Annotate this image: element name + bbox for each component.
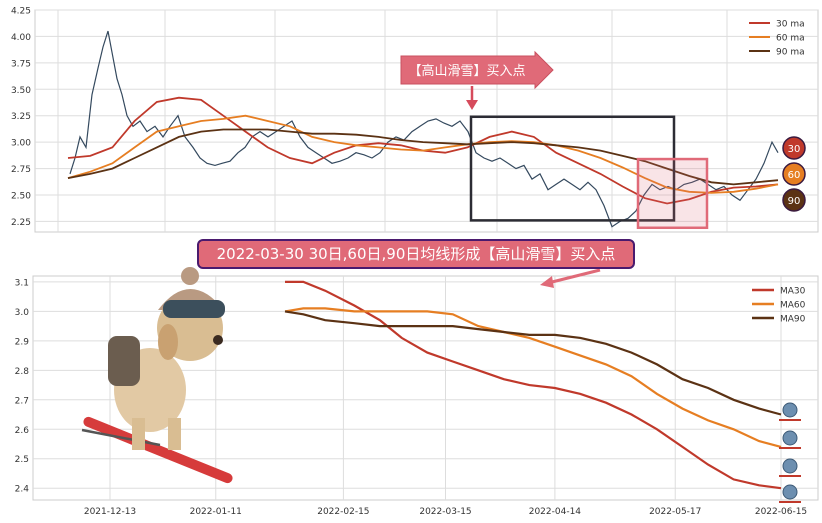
dog-leg-icon bbox=[132, 418, 145, 450]
x-tick-label: 2022-01-11 bbox=[190, 507, 242, 517]
y-tick-label: 2.50 bbox=[11, 192, 31, 202]
callout-arrowhead bbox=[540, 276, 554, 288]
buy-signal-callout: 2022-03-30 30日,60日,90日均线形成【高山滑雪】买入点 bbox=[197, 239, 635, 269]
y-tick-label: 3.75 bbox=[11, 59, 31, 69]
y-tick-label: 2.75 bbox=[11, 165, 31, 175]
y-tick-label: 2.8 bbox=[15, 367, 30, 377]
annotation-arrowhead bbox=[466, 100, 478, 110]
ma-line-MA90 bbox=[284, 310, 782, 416]
crossover-zone-box bbox=[636, 157, 709, 230]
ma-line-90-ma bbox=[67, 128, 779, 186]
y-tick-label: 3.1 bbox=[15, 278, 29, 288]
skiing-dog-illustration bbox=[81, 267, 233, 484]
dog-nose-icon bbox=[213, 335, 223, 345]
ski-icon bbox=[83, 416, 233, 484]
annotation-banner bbox=[400, 50, 554, 90]
bottom-ma-chart: 2.4 2.5 2.6 2.7 2.8 2.9 3.0 3.1 2021-12-13 2022-0… bbox=[15, 267, 819, 517]
y-tick-label: 2.7 bbox=[15, 396, 29, 406]
legend: MA30 MA60 MA90 bbox=[752, 287, 806, 325]
y-tick-label: 3.0 bbox=[15, 308, 30, 318]
dog-leg-icon bbox=[168, 418, 181, 450]
annotation-text: 【高山滑雪】买入点 bbox=[408, 63, 525, 79]
dog-ear-icon bbox=[158, 324, 178, 360]
legend-label: 90 ma bbox=[776, 48, 805, 58]
signal-window-box bbox=[469, 115, 676, 222]
callout-pointer bbox=[547, 268, 601, 285]
skier-icon bbox=[782, 430, 798, 446]
x-tick-label: 2022-05-17 bbox=[649, 507, 701, 517]
ma-badge-label: 90 bbox=[788, 196, 801, 207]
y-tick-label: 3.00 bbox=[11, 139, 31, 149]
x-tick-label: 2022-06-15 bbox=[755, 507, 807, 517]
y-tick-label: 2.6 bbox=[15, 426, 30, 436]
top-price-chart: 2.25 2.50 2.75 3.00 3.25 3.50 3.75 4.00 4.25 【高山滑… bbox=[11, 7, 819, 233]
ma-badge bbox=[782, 136, 806, 160]
x-tick-label: 2022-03-15 bbox=[419, 507, 471, 517]
legend-label: MA30 bbox=[780, 287, 806, 297]
legend-label: 60 ma bbox=[776, 34, 805, 44]
y-tick-label: 4.00 bbox=[11, 33, 31, 43]
ma-badge-label: 30 bbox=[788, 144, 801, 155]
skier-icon bbox=[782, 402, 798, 418]
y-tick-label: 2.5 bbox=[15, 455, 29, 465]
skier-icon bbox=[782, 458, 798, 474]
pompom-icon bbox=[181, 267, 199, 285]
ma-badge-label: 60 bbox=[788, 170, 801, 181]
legend-label: 30 ma bbox=[776, 20, 805, 30]
legend-label: MA60 bbox=[780, 301, 806, 311]
y-tick-label: 3.25 bbox=[11, 112, 31, 122]
legend: 30 ma 60 ma 90 ma bbox=[749, 20, 805, 58]
ski-pole-icon bbox=[81, 428, 161, 447]
y-tick-label: 2.4 bbox=[15, 485, 30, 495]
skier-icon bbox=[782, 484, 798, 500]
x-tick-label: 2021-12-13 bbox=[84, 507, 136, 517]
x-tick-label: 2022-02-15 bbox=[317, 507, 369, 517]
y-tick-label: 4.25 bbox=[11, 7, 31, 17]
ma-line-MA60 bbox=[284, 307, 782, 448]
ma-badge bbox=[782, 188, 806, 212]
y-tick-label: 2.9 bbox=[15, 337, 30, 347]
y-tick-label: 2.25 bbox=[11, 218, 31, 228]
goggles-icon bbox=[163, 300, 225, 318]
ma-line-60-ma bbox=[67, 114, 779, 194]
ma-badge bbox=[782, 162, 806, 186]
backpack-icon bbox=[108, 336, 140, 386]
legend-label: MA90 bbox=[780, 315, 806, 325]
x-tick-label: 2022-04-14 bbox=[529, 507, 582, 517]
y-tick-label: 3.50 bbox=[11, 86, 31, 96]
